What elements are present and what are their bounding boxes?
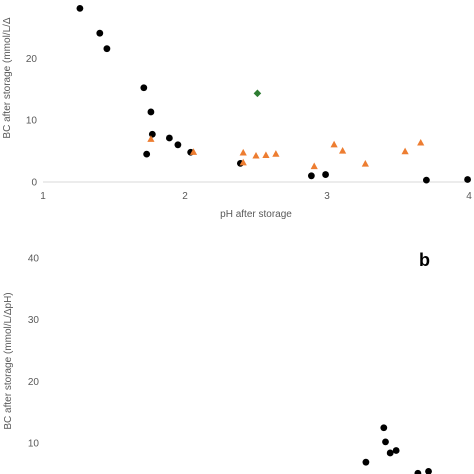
panel-a-data-points bbox=[76, 4, 471, 184]
triangle-data-point bbox=[262, 151, 270, 158]
circle-data-point bbox=[425, 468, 432, 474]
circle-data-point bbox=[143, 150, 151, 158]
panel-a-x-tick-label: 4 bbox=[466, 191, 472, 202]
triangle-data-point bbox=[361, 160, 369, 167]
triangle-data-point bbox=[239, 148, 247, 156]
panel-b-y-tick-label: 10 bbox=[28, 439, 40, 450]
panel-b-y-tick-label: 30 bbox=[28, 315, 40, 326]
panel-a-x-tick-label: 3 bbox=[324, 191, 330, 202]
diamond-data-point bbox=[253, 89, 262, 98]
circle-data-point bbox=[392, 447, 400, 454]
panel-a-y-axis-title-text: BC after storage (mmol/L/Δ bbox=[2, 17, 13, 138]
circle-data-point bbox=[140, 84, 148, 92]
circle-data-point bbox=[380, 424, 388, 432]
circle-data-point bbox=[96, 29, 104, 37]
panel-a-y-axis-title: BC after storage (mmol/L/Δ bbox=[2, 17, 13, 138]
panel-a-x-tick-label: 1 bbox=[40, 191, 46, 202]
triangle-data-point bbox=[147, 135, 155, 142]
panel-b-y-axis-title: BC after storage (mmol/L/ΔpH) bbox=[3, 292, 14, 429]
circle-data-point bbox=[423, 176, 430, 184]
triangle-data-point bbox=[339, 147, 347, 154]
circle-data-point bbox=[382, 438, 389, 446]
triangle-data-point bbox=[330, 140, 338, 148]
panel-a-y-tick-label: 0 bbox=[31, 178, 37, 189]
triangle-data-point bbox=[417, 138, 425, 146]
circle-data-point bbox=[148, 130, 156, 138]
circle-data-point bbox=[362, 458, 370, 466]
circle-data-point bbox=[386, 449, 394, 457]
panel-a-y-tick-label: 10 bbox=[26, 116, 38, 127]
circle-data-point bbox=[174, 141, 182, 149]
triangle-data-point bbox=[272, 150, 280, 157]
circle-data-point bbox=[165, 134, 173, 142]
circle-data-point bbox=[76, 4, 84, 12]
panel-b-label: b bbox=[419, 250, 430, 270]
circle-data-point bbox=[322, 171, 329, 178]
triangle-data-point bbox=[189, 148, 198, 155]
panel-a-x-axis-title: pH after storage bbox=[220, 209, 292, 220]
panel-a-x-tick-label: 2 bbox=[182, 191, 188, 202]
panel-b-y-tick-label: 20 bbox=[28, 377, 40, 388]
chart-panel-b: b BC after storage (mmol/L/ΔpH) 40 30 20… bbox=[3, 250, 432, 474]
circle-data-point bbox=[147, 108, 155, 116]
panel-a-y-tick-label: 20 bbox=[26, 54, 38, 65]
panel-b-y-axis-title-text: BC after storage (mmol/L/ΔpH) bbox=[3, 292, 14, 429]
panel-b-data-points bbox=[362, 424, 432, 474]
circle-data-point bbox=[307, 172, 315, 180]
circle-data-point bbox=[103, 45, 111, 53]
triangle-data-point bbox=[239, 158, 247, 166]
triangle-data-point bbox=[310, 162, 318, 170]
chart-panel-a: BC after storage (mmol/L/Δ pH after stor… bbox=[2, 4, 472, 220]
triangle-data-point bbox=[252, 151, 260, 159]
triangle-data-point bbox=[401, 147, 409, 155]
panel-b-y-tick-label: 40 bbox=[28, 254, 40, 265]
circle-data-point bbox=[464, 176, 471, 183]
circle-data-point bbox=[414, 469, 422, 474]
